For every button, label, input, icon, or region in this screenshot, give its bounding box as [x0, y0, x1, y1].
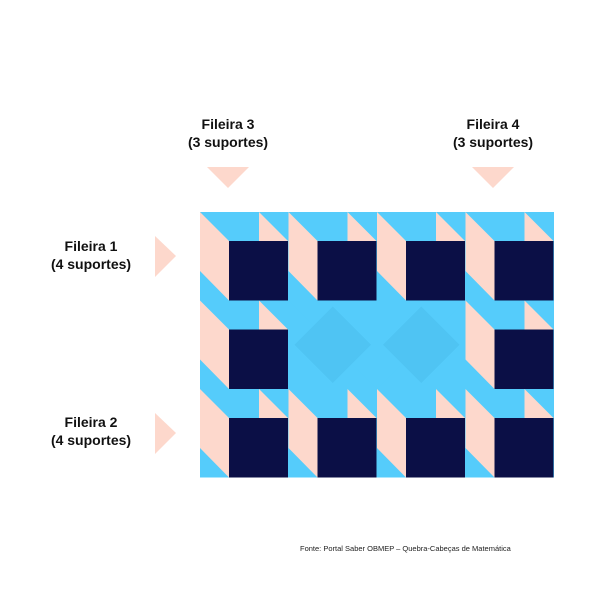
- cube-front-face: [229, 330, 288, 390]
- cube-support: [200, 212, 289, 301]
- row-2-arrow-icon: [155, 413, 176, 454]
- cube-front-face: [229, 418, 288, 478]
- cube-support: [466, 389, 555, 478]
- cube-support: [466, 301, 555, 390]
- cube-support: [377, 389, 466, 478]
- cube-front-face: [229, 241, 288, 301]
- cube-gap: [377, 301, 466, 390]
- cube-support: [289, 389, 378, 478]
- cube-support: [200, 389, 289, 478]
- cube-support: [466, 212, 555, 301]
- cube-grid: [200, 212, 554, 478]
- cube-support: [289, 212, 378, 301]
- cube-support: [377, 212, 466, 301]
- cube-front-face: [495, 330, 554, 390]
- cube-front-face: [406, 241, 465, 301]
- cube-front-face: [495, 241, 554, 301]
- cube-front-face: [406, 418, 465, 478]
- row-3-arrow-icon: [207, 167, 249, 188]
- cube-front-face: [318, 241, 377, 301]
- cube-front-face: [318, 418, 377, 478]
- row-1-arrow-icon: [155, 236, 176, 277]
- row-4-arrow-icon: [472, 167, 514, 188]
- cube-gap: [289, 301, 378, 390]
- cube-front-face: [495, 418, 554, 478]
- source-credit: Fonte: Portal Saber OBMEP – Quebra-Cabeç…: [300, 544, 511, 553]
- cube-support: [200, 301, 289, 390]
